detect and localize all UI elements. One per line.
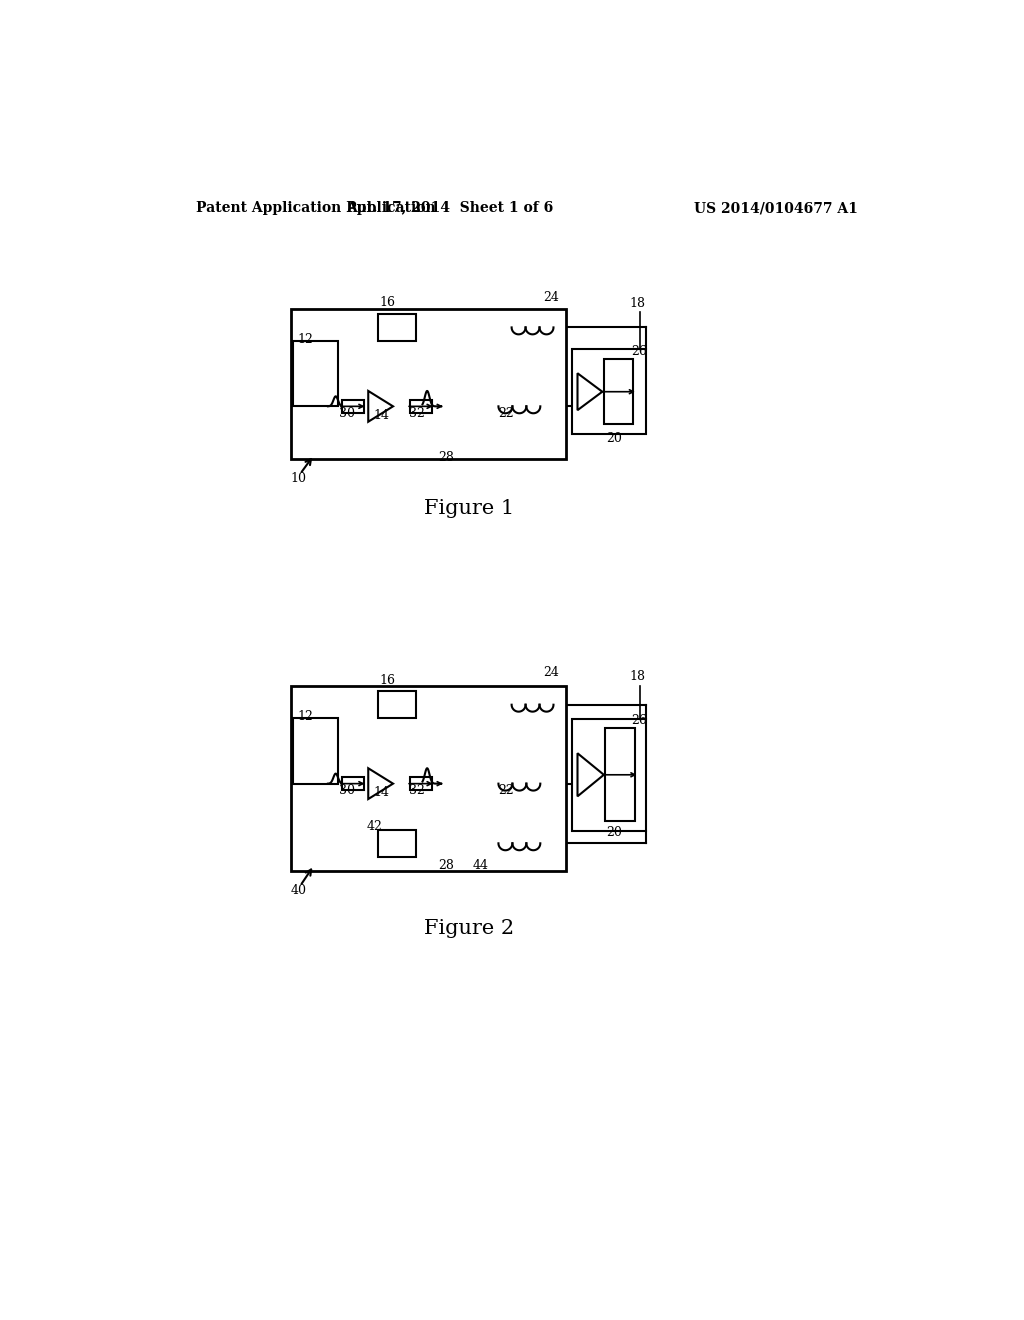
Text: 24: 24 [544,665,559,678]
Bar [342,777,364,789]
Bar [604,359,633,424]
Text: US 2014/0104677 A1: US 2014/0104677 A1 [693,202,858,215]
Text: 16: 16 [380,673,396,686]
Text: 12: 12 [297,333,312,346]
Text: 24: 24 [544,290,559,304]
Bar [410,400,432,413]
Bar [410,777,432,789]
Text: Apr. 17, 2014  Sheet 1 of 6: Apr. 17, 2014 Sheet 1 of 6 [346,202,553,215]
Text: 28: 28 [438,451,454,465]
Bar [378,692,416,718]
Text: 22: 22 [499,784,514,797]
Bar [291,686,566,871]
Text: 40: 40 [291,884,307,896]
Bar [342,400,364,413]
Text: 42: 42 [367,820,383,833]
Text: 44: 44 [473,859,488,873]
Text: 32: 32 [410,407,425,420]
Text: 30: 30 [339,784,354,797]
Bar [378,830,416,857]
Bar [572,719,646,830]
Bar [293,718,338,784]
Text: 26: 26 [631,345,647,358]
Text: 30: 30 [339,407,354,420]
Bar [378,314,416,341]
Text: 22: 22 [499,407,514,420]
Text: 14: 14 [374,785,390,799]
Text: 20: 20 [606,826,622,840]
Text: 18: 18 [630,297,645,310]
Text: 14: 14 [374,409,390,421]
Text: 20: 20 [606,432,622,445]
Bar [291,309,566,459]
Text: 12: 12 [297,710,312,723]
Text: Figure 1: Figure 1 [424,499,514,519]
Text: 28: 28 [438,859,454,873]
Text: Patent Application Publication: Patent Application Publication [197,202,436,215]
Text: 32: 32 [410,784,425,797]
Text: Figure 2: Figure 2 [424,919,514,939]
Bar [293,341,338,407]
Text: 18: 18 [630,671,645,684]
Bar [572,350,646,434]
Bar [605,729,635,821]
Text: 10: 10 [291,471,307,484]
Text: 16: 16 [380,296,396,309]
Text: 26: 26 [631,714,647,727]
